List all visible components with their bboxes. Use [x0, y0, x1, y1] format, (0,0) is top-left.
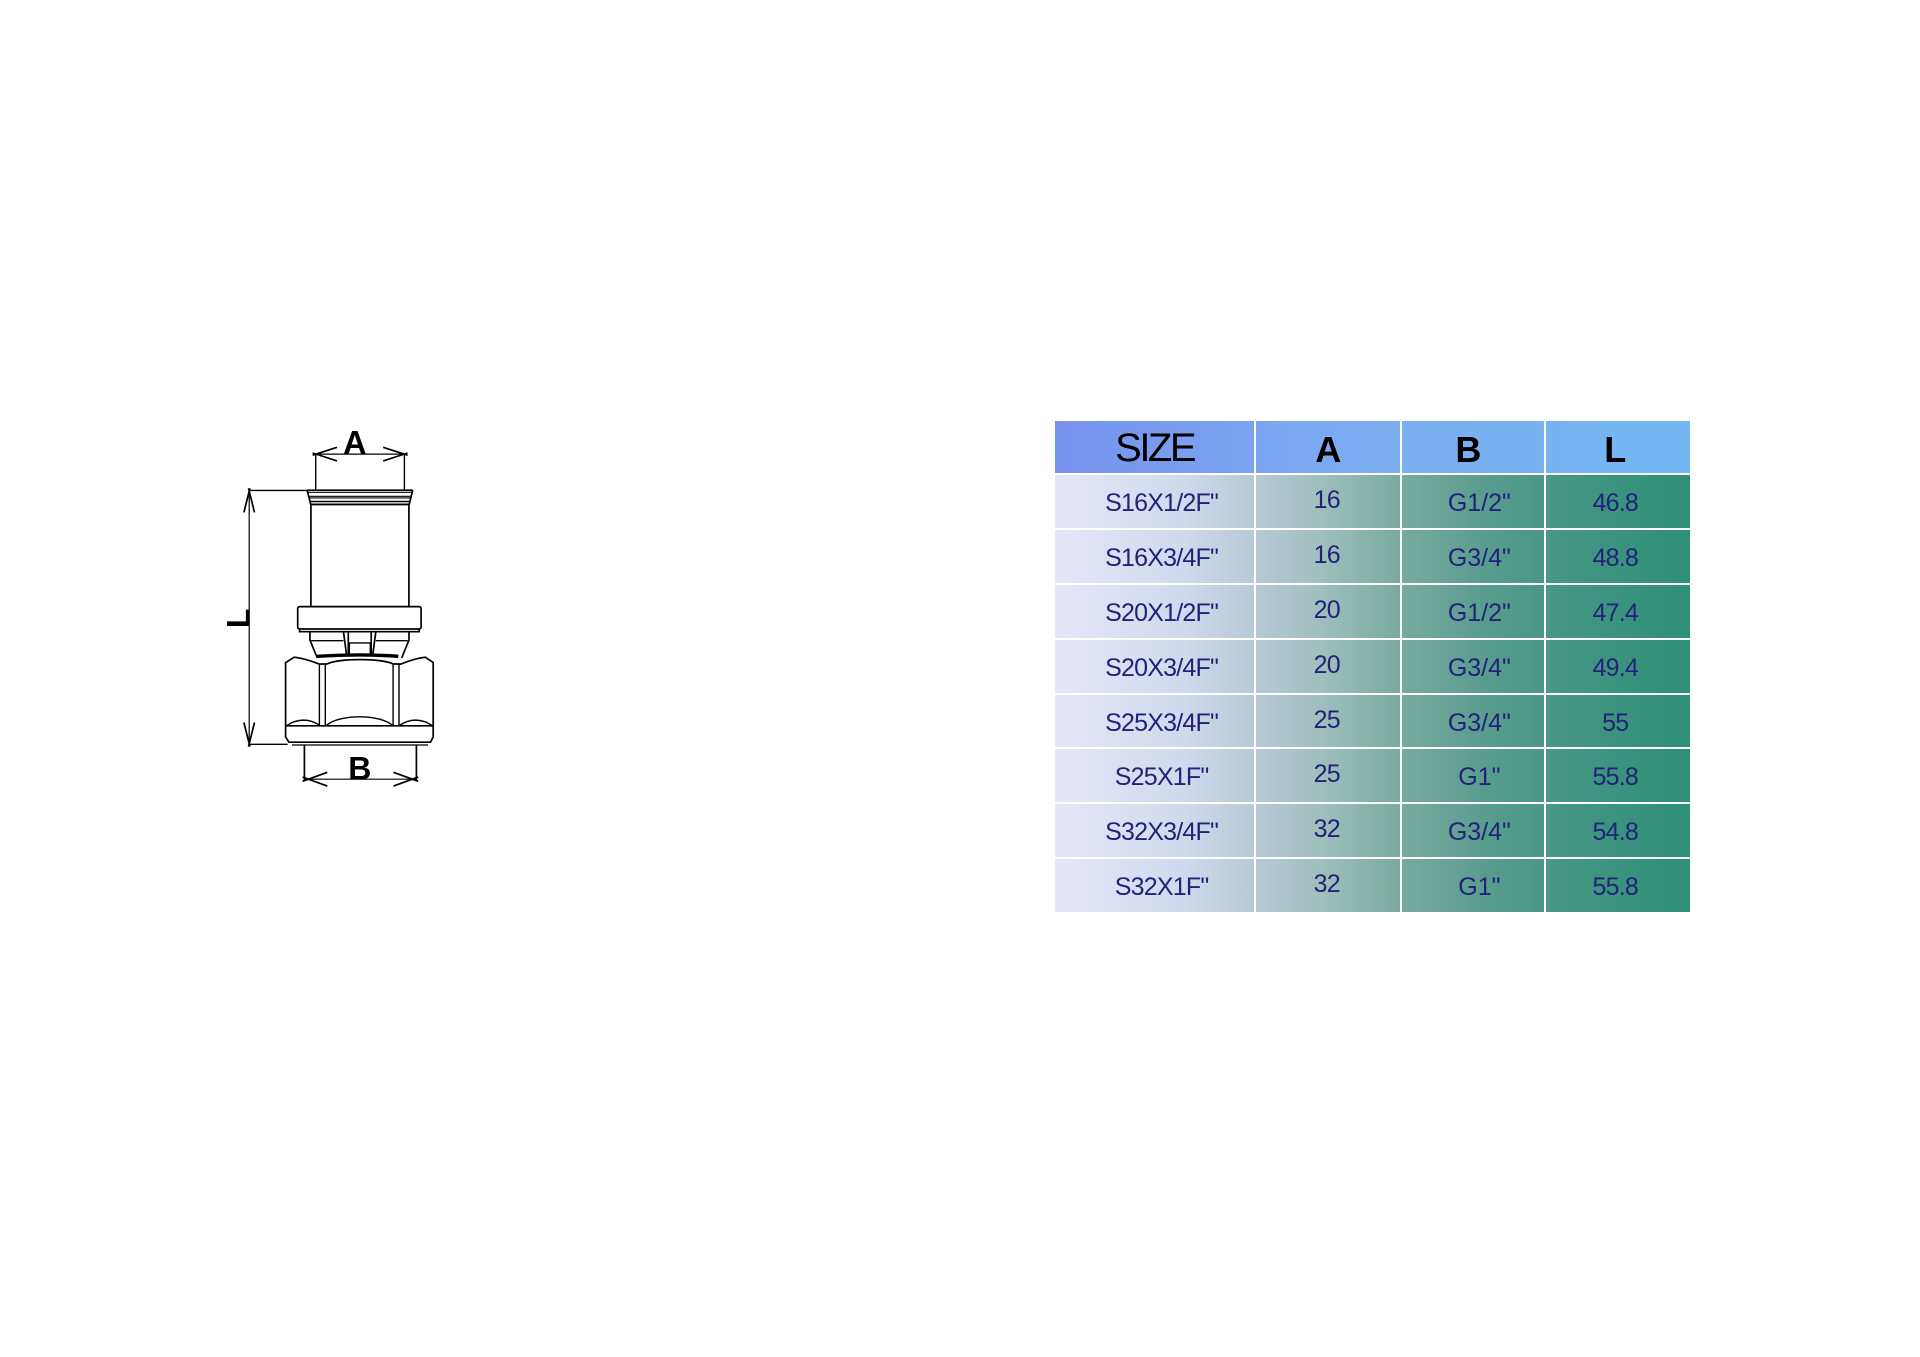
svg-text:B: B	[348, 751, 371, 787]
svg-text:A: A	[343, 425, 366, 461]
svg-text:L: L	[221, 609, 257, 629]
